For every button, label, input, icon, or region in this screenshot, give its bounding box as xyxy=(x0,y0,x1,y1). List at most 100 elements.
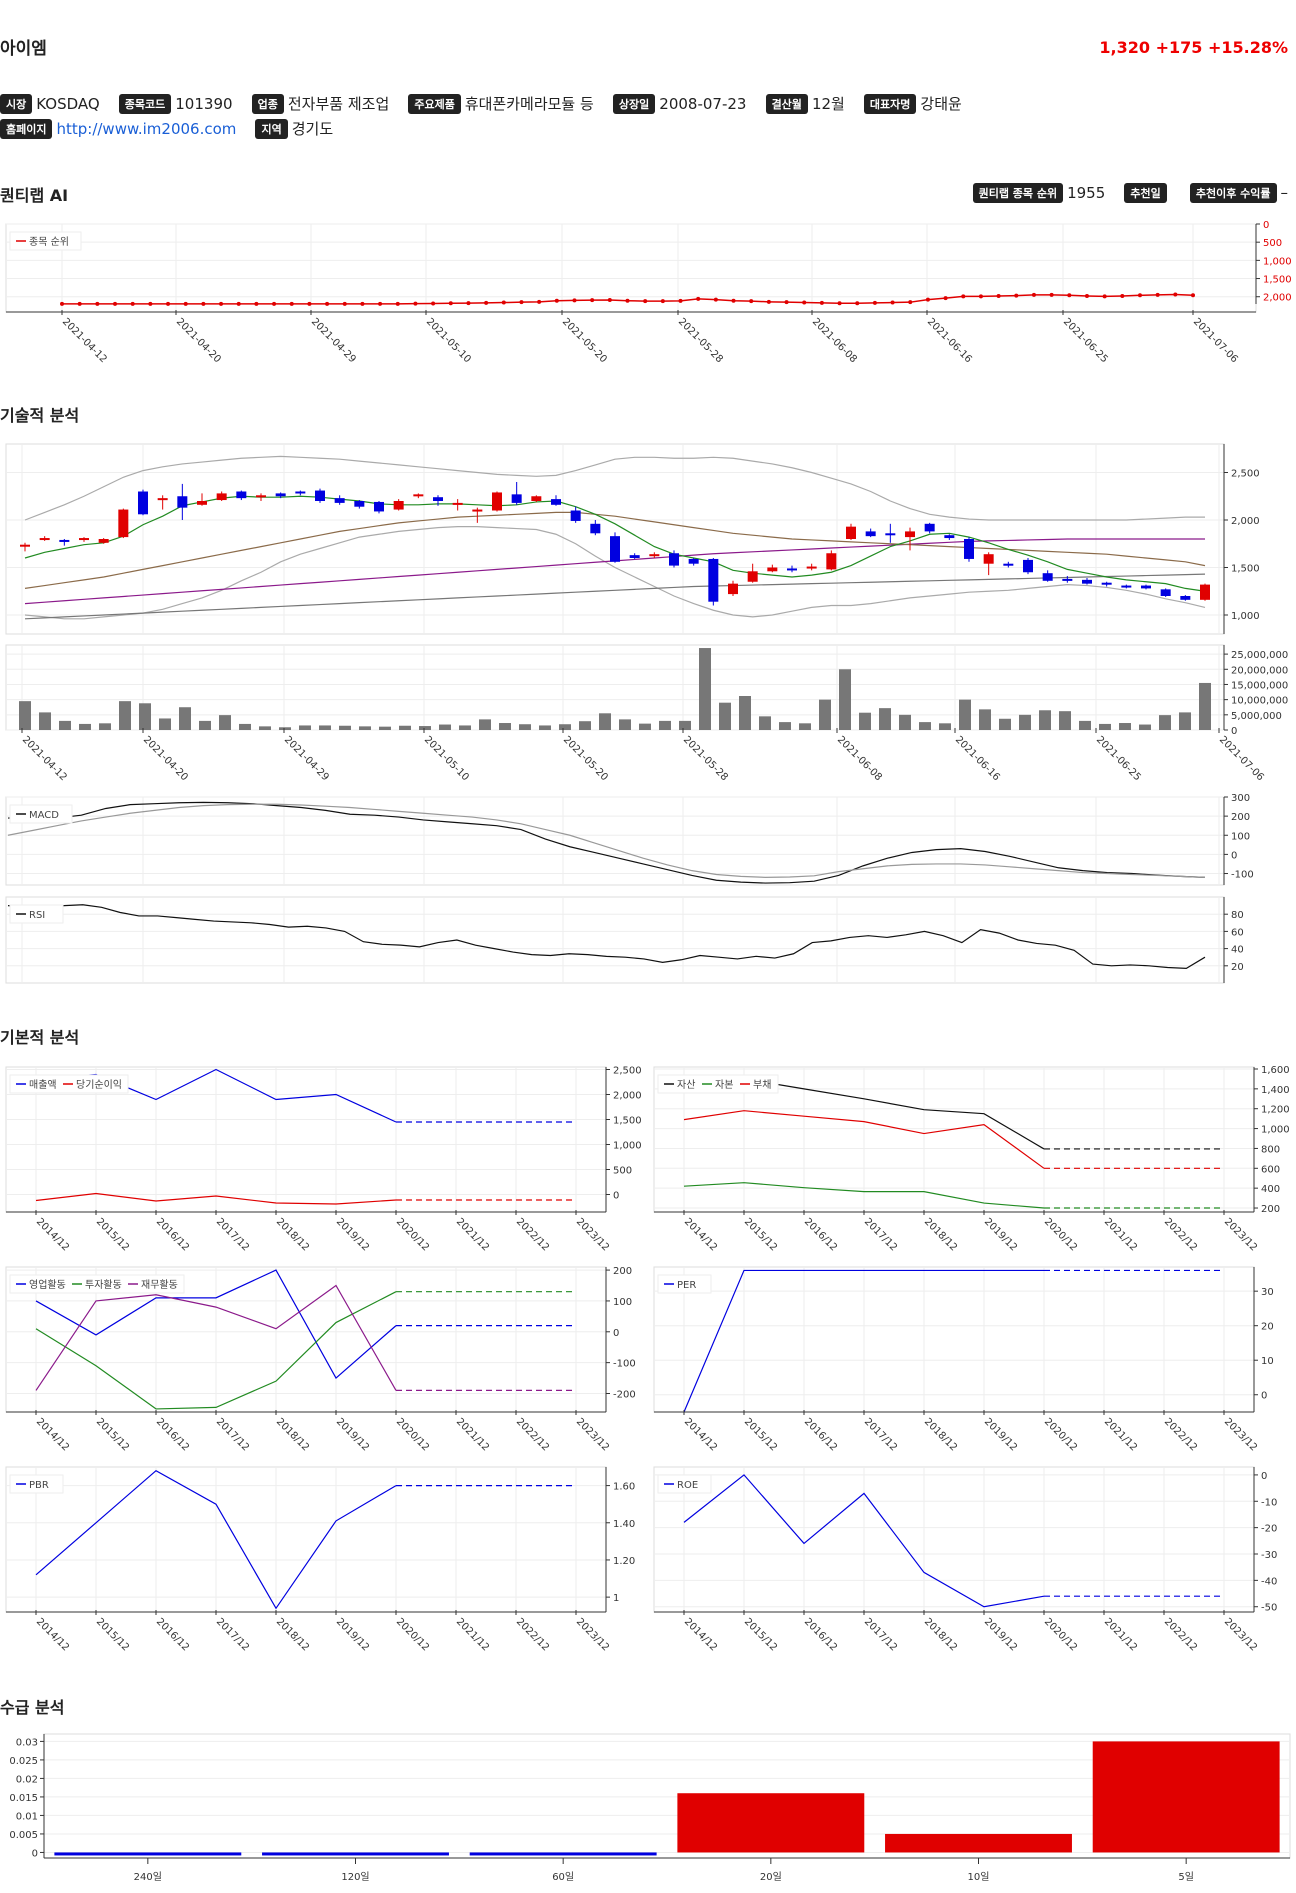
candle-body xyxy=(511,494,522,503)
volume-bar xyxy=(379,726,391,730)
rank-point xyxy=(802,300,807,305)
x-tick-label: 2016/12 xyxy=(154,1216,191,1253)
rank-point xyxy=(678,298,683,303)
macd-line-0 xyxy=(7,801,1206,884)
legend-box xyxy=(9,1274,185,1294)
y-tick-label: 10 xyxy=(1261,1356,1274,1367)
y-tick-label: 2,500 xyxy=(613,1066,642,1077)
x-tick-label: 2020/12 xyxy=(394,1416,431,1453)
current-price: 1,320 xyxy=(1099,38,1150,57)
y-tick-label: 1.40 xyxy=(613,1519,635,1530)
x-tick-label: 2021-06-16 xyxy=(925,316,974,365)
y-tick-label: 1,500 xyxy=(613,1116,642,1127)
x-tick-label: 2014/12 xyxy=(34,1416,71,1453)
y-tick-label: -40 xyxy=(1261,1576,1277,1587)
rank-point xyxy=(1120,294,1125,298)
candle-body xyxy=(138,491,148,515)
volume-bar xyxy=(599,713,611,730)
candle-body xyxy=(551,499,561,505)
rank-point xyxy=(183,301,188,306)
plot-frame xyxy=(5,223,1257,313)
bollinger-upper xyxy=(24,455,1205,521)
code-value: 101390 xyxy=(175,94,233,113)
y-tick-label: 1,200 xyxy=(1261,1105,1290,1116)
x-tick-label: 2015/12 xyxy=(742,1616,779,1653)
candle-body xyxy=(177,496,188,508)
legend-box xyxy=(657,1474,712,1494)
candle-body xyxy=(236,491,247,499)
y-tick-label: 20,000,000 xyxy=(1231,665,1288,676)
rsi-line-0 xyxy=(7,904,1206,969)
x-tick-label: 2016/12 xyxy=(154,1616,191,1653)
candle-body xyxy=(924,523,935,532)
candle-body xyxy=(983,554,994,564)
y-tick-label: 1.20 xyxy=(613,1556,635,1567)
x-tick-label: 2015/12 xyxy=(94,1216,131,1253)
volume-bar xyxy=(839,669,851,730)
rank-point xyxy=(413,301,418,306)
price-change: +175 xyxy=(1155,38,1203,57)
legend-label: 당기순이익 xyxy=(76,1079,122,1091)
x-tick-label: 2021-04-29 xyxy=(282,734,331,783)
market-value: KOSDAQ xyxy=(36,94,100,113)
volume-bar xyxy=(659,720,671,730)
volume-bar xyxy=(539,725,551,730)
bollinger-lower xyxy=(24,526,1206,620)
rank-point xyxy=(713,297,718,302)
legend-label: PER xyxy=(677,1280,696,1291)
plot-frame xyxy=(43,1733,1291,1859)
legend: ROE xyxy=(657,1474,712,1494)
x-tick-label: 2021-04-12 xyxy=(20,734,69,783)
product-value: 휴대폰카메라모듈 등 xyxy=(464,95,594,113)
rank-point xyxy=(466,301,471,306)
rank-point xyxy=(360,301,365,306)
rec-return-value: – xyxy=(1280,183,1289,202)
rank-chart: 0 500 1,000 1,500 2,000 2021-04-12 2021-04-20 2… xyxy=(5,220,1292,365)
volume-bar xyxy=(679,720,691,730)
y-tick-label: 60 xyxy=(1231,927,1244,938)
technical-section-title: 기술적 분석 xyxy=(0,406,80,425)
rank-point xyxy=(448,301,453,306)
candle-body xyxy=(433,497,443,501)
supply-bar xyxy=(677,1793,865,1853)
candle-body xyxy=(1141,585,1151,589)
x-tick-label: 10일 xyxy=(968,1871,990,1883)
rank-point xyxy=(1137,293,1142,298)
rank-point xyxy=(749,299,754,304)
balance-chart: 200 400 600 800 1,000 1,200 1,400 1,600 2014/12 2… xyxy=(653,1065,1290,1253)
x-tick-label: 2021-04-29 xyxy=(309,316,358,365)
homepage-link[interactable]: http://www.im2006.com xyxy=(56,119,237,138)
volume-bar xyxy=(439,724,451,730)
x-tick-label: 2020/12 xyxy=(1042,1416,1079,1453)
candle-body xyxy=(531,496,542,501)
x-tick-label: 2020/12 xyxy=(1042,1616,1079,1653)
y-tick-label: 10,000,000 xyxy=(1231,696,1288,707)
candle-body xyxy=(964,539,974,559)
x-tick-label: 2023/12 xyxy=(574,1416,611,1453)
rank-point xyxy=(961,294,966,299)
rank-point xyxy=(1031,292,1036,297)
legend-label: 부채 xyxy=(753,1079,771,1091)
region-value: 경기도 xyxy=(291,120,334,138)
y-tick-label: -10 xyxy=(1261,1497,1277,1508)
volume-bar xyxy=(1059,711,1071,730)
volume-bar xyxy=(39,712,51,730)
legend-label: ROE xyxy=(677,1480,698,1491)
y-tick-label: 2,000 xyxy=(1231,516,1260,527)
y-tick-label: 100 xyxy=(613,1297,632,1308)
rank-point xyxy=(236,301,241,306)
rank-point xyxy=(572,298,577,303)
x-tick-label: 2021-05-10 xyxy=(424,316,473,365)
rank-point xyxy=(554,298,559,303)
y-tick-label: 200 xyxy=(1231,812,1250,823)
candle-body xyxy=(59,539,70,542)
x-tick-label: 2014/12 xyxy=(682,1616,719,1653)
x-tick-label: 2021-05-20 xyxy=(561,734,610,783)
rank-point xyxy=(996,294,1001,298)
candle-body xyxy=(275,493,286,497)
rank-point xyxy=(837,301,842,306)
x-tick-label: 2023/12 xyxy=(574,1216,611,1253)
per-chart: 0 10 20 30 2014/12 2015/12 2016/12 2017/12 2018/… xyxy=(653,1266,1274,1453)
volume-bar xyxy=(359,726,371,730)
candle-body xyxy=(157,498,168,501)
